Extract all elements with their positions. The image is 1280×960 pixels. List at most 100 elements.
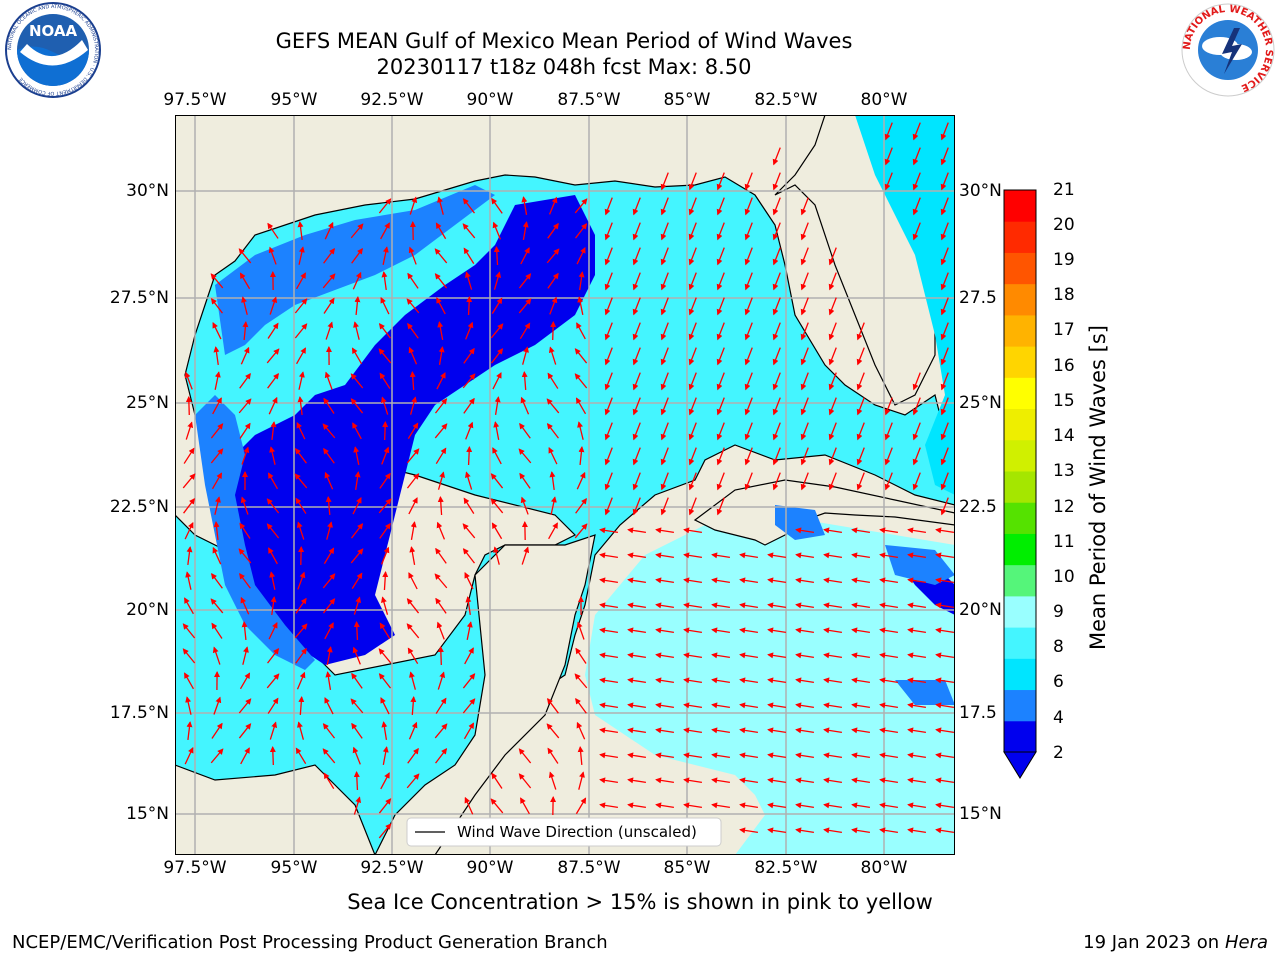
wave-direction-arrow: [322, 723, 336, 739]
wave-direction-arrow: [795, 727, 814, 734]
wave-direction-arrow: [795, 602, 814, 609]
wave-direction-arrow: [688, 322, 697, 341]
wave-direction-arrow: [382, 246, 389, 265]
wave-direction-arrow: [828, 422, 837, 441]
wave-direction-arrow: [907, 727, 926, 734]
wave-direction-arrow: [434, 273, 448, 289]
wave-direction-arrow: [599, 752, 618, 759]
colorbar-tick: 19: [1053, 250, 1075, 270]
wave-direction-arrow: [739, 627, 758, 634]
wave-direction-arrow: [879, 602, 898, 609]
lat-label-left: 20°N: [126, 600, 169, 620]
wave-direction-arrow: [823, 702, 842, 709]
wave-direction-arrow: [716, 347, 725, 366]
footer-date: 19 Jan 2023 on Hera: [1083, 932, 1268, 953]
wave-direction-arrow: [856, 397, 865, 416]
wave-direction-arrow: [935, 652, 954, 659]
wave-direction-arrow: [437, 321, 444, 340]
wave-direction-arrow: [378, 323, 391, 339]
wave-direction-arrow: [576, 322, 586, 340]
wave-direction-arrow: [239, 422, 251, 439]
wave-direction-arrow: [462, 198, 476, 214]
wave-direction-arrow: [576, 247, 586, 265]
wave-direction-arrow: [660, 297, 669, 316]
colorbar-tick: 12: [1053, 497, 1075, 517]
wave-direction-arrow: [940, 322, 949, 341]
wave-direction-arrow: [940, 172, 949, 191]
colorbar: [1003, 189, 1037, 779]
wave-direction-arrow: [547, 222, 559, 239]
map-legend: Wind Wave Direction (unscaled): [406, 817, 722, 847]
wave-direction-arrow: [577, 296, 584, 315]
wave-direction-arrow: [655, 577, 674, 584]
wave-direction-arrow: [322, 423, 336, 439]
wave-direction-arrow: [380, 396, 389, 415]
wave-direction-arrow: [519, 422, 531, 439]
yucatan: [374, 534, 596, 855]
lat-label-right: 20°N: [959, 600, 1002, 620]
wave-direction-arrow: [295, 597, 307, 614]
wave-direction-arrow: [935, 777, 954, 784]
wave-direction-arrow: [604, 322, 613, 341]
wave-direction-arrow: [660, 222, 669, 241]
wave-direction-arrow: [463, 497, 475, 514]
wave-direction-arrow: [767, 827, 786, 834]
wave-direction-arrow: [238, 398, 252, 414]
wave-direction-arrow: [322, 573, 336, 589]
wave-direction-arrow: [295, 747, 307, 765]
colorbar-tick: 14: [1053, 426, 1075, 446]
wave-direction-arrow: [380, 697, 390, 715]
wave-direction-arrow: [907, 627, 926, 634]
wave-direction-arrow: [772, 372, 781, 391]
wave-direction-arrow: [493, 546, 500, 565]
wave-direction-arrow: [267, 372, 279, 389]
wave-direction-arrow: [884, 122, 893, 141]
wave-direction-arrow: [795, 577, 814, 584]
wave-direction-arrow: [716, 422, 725, 441]
colorbar-tick: 2: [1053, 743, 1064, 763]
wave-direction-arrow: [381, 721, 388, 740]
wave-direction-arrow: [856, 322, 865, 341]
wave-direction-arrow: [940, 247, 949, 266]
wave-direction-arrow: [406, 773, 420, 789]
wave-direction-arrow: [408, 246, 417, 265]
wave-direction-arrow: [518, 773, 532, 789]
wave-direction-arrow: [353, 446, 360, 465]
wave-direction-arrow: [406, 298, 420, 314]
wave-direction-arrow: [214, 371, 221, 390]
wave-direction-arrow: [435, 222, 447, 240]
wave-direction-arrow: [463, 347, 475, 364]
wave-direction-arrow: [462, 223, 476, 239]
wave-direction-arrow: [267, 697, 279, 714]
wave-direction-arrow: [437, 496, 444, 516]
wave-direction-arrow: [184, 371, 193, 390]
wave-direction-arrow: [655, 727, 674, 734]
lon-label-top: 90°W: [466, 90, 514, 110]
wave-direction-arrow: [604, 297, 613, 316]
wave-direction-arrow: [688, 472, 697, 491]
wave-direction-arrow: [711, 752, 730, 759]
wave-direction-arrow: [772, 222, 781, 241]
wave-direction-arrow: [772, 397, 781, 416]
colorbar-extend-arrow: [1003, 751, 1037, 779]
wave-direction-arrow: [379, 472, 391, 489]
wave-direction-arrow: [823, 552, 842, 559]
lat-label-left: 17.5°N: [109, 703, 169, 723]
wave-direction-arrow: [907, 652, 926, 659]
footer-date-text: 19 Jan 2023 on: [1083, 932, 1225, 953]
wave-direction-arrow: [240, 346, 250, 365]
wave-direction-arrow: [546, 398, 560, 414]
wave-direction-arrow: [519, 472, 531, 489]
wave-direction-arrow: [828, 472, 837, 491]
wave-direction-arrow: [795, 752, 814, 759]
lat-label-right: 27.5: [959, 288, 997, 308]
wave-direction-arrow: [884, 147, 893, 166]
colorbar-swatch: [1004, 564, 1036, 597]
wave-direction-arrow: [744, 372, 753, 391]
wave-direction-arrow: [851, 727, 870, 734]
wave-direction-arrow: [744, 447, 753, 466]
wave-direction-arrow: [182, 623, 196, 639]
wave-direction-arrow: [185, 396, 192, 416]
lat-label-left: 30°N: [126, 181, 169, 201]
wave-direction-arrow: [295, 647, 307, 664]
